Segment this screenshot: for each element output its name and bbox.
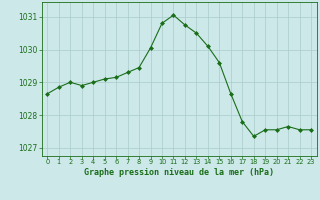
X-axis label: Graphe pression niveau de la mer (hPa): Graphe pression niveau de la mer (hPa) [84, 168, 274, 177]
